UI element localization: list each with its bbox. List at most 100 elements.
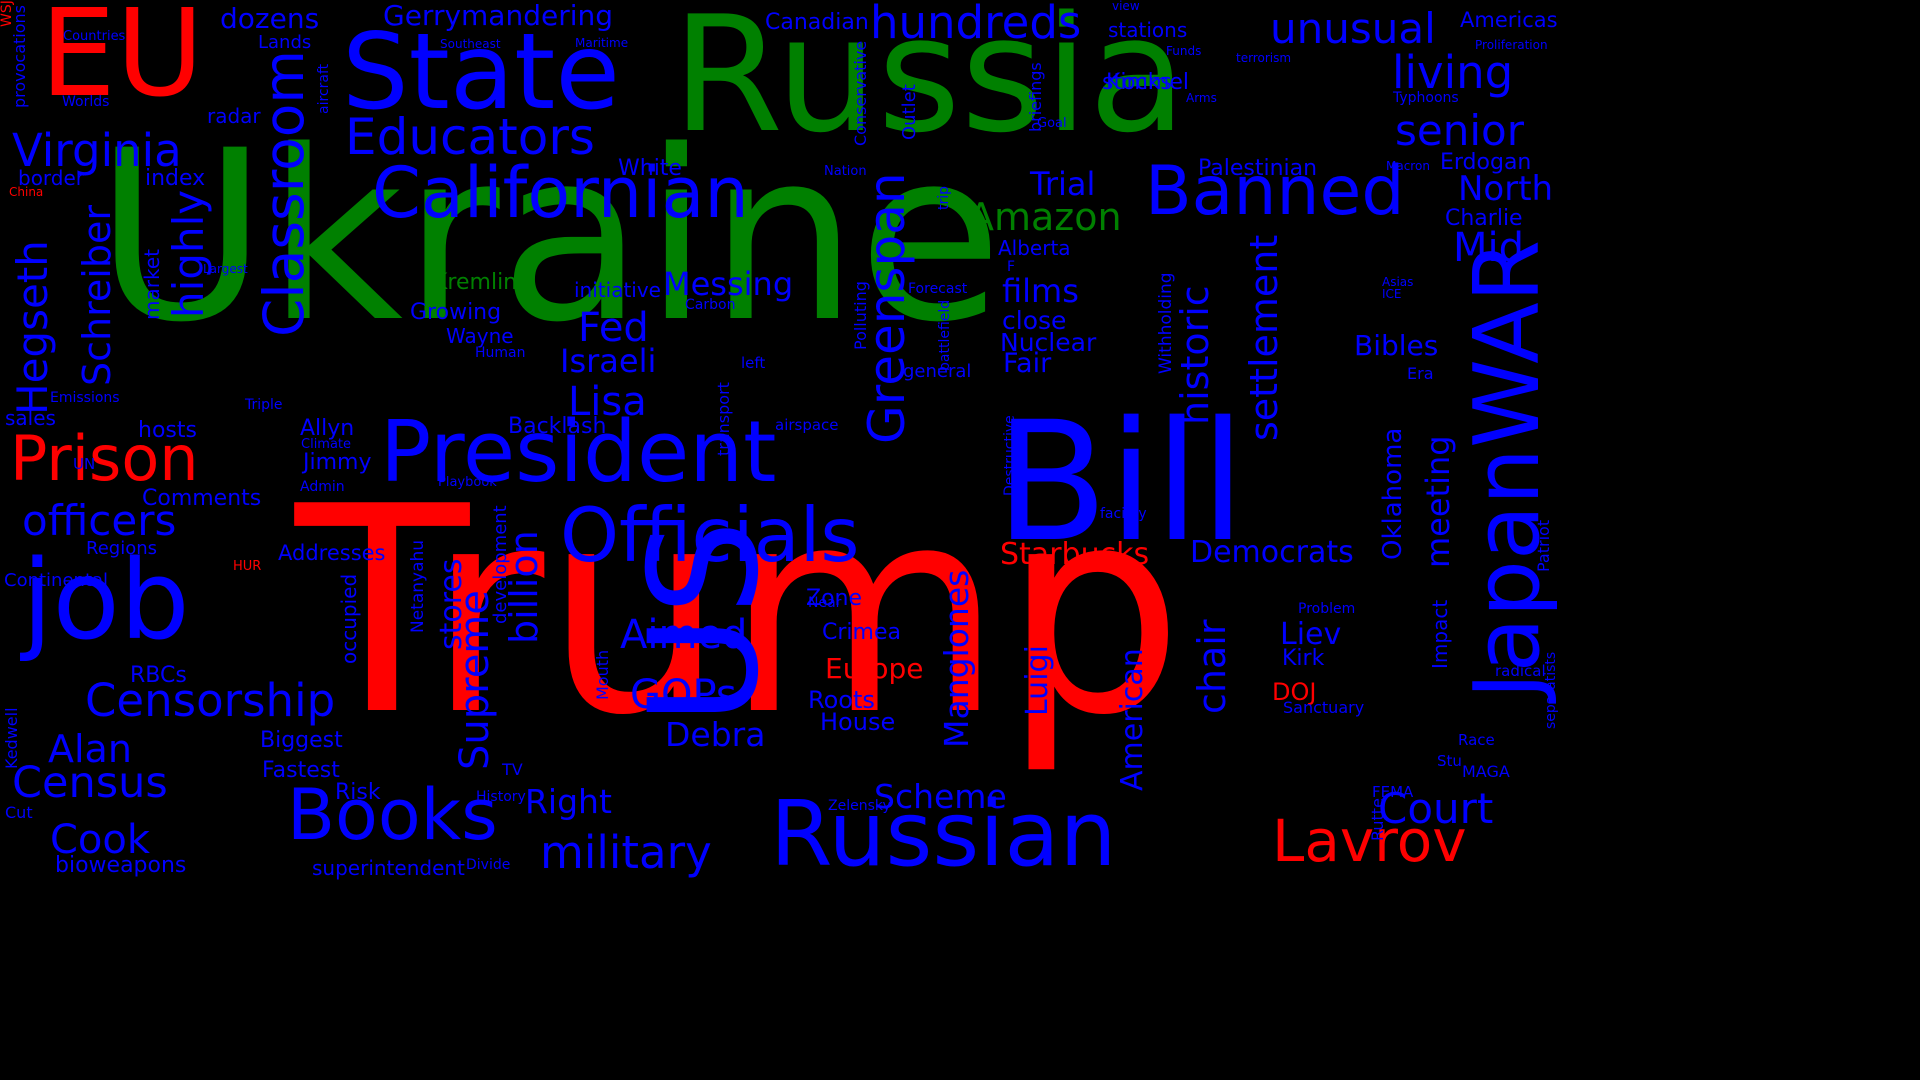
cloud-word-impact: Impact: [1428, 599, 1452, 669]
cloud-word-doj: DOJ: [1272, 678, 1317, 706]
cloud-word-countries: Countries: [63, 29, 126, 44]
cloud-word-jimmy: Jimmy: [303, 450, 372, 475]
cloud-word-amazon: Amazon: [968, 195, 1122, 239]
cloud-word-officers: officers: [22, 496, 177, 545]
cloud-word-macron: Macron: [1386, 159, 1430, 173]
cloud-word-educators: Educators: [345, 108, 595, 166]
cloud-word-typhoons: Typhoons: [1393, 90, 1459, 106]
cloud-word-withholding: Withholding: [1156, 272, 1176, 374]
cloud-word-manglones: Manglones: [937, 569, 976, 748]
cloud-word-history: History: [476, 789, 526, 805]
cloud-word-gops: GOPs: [630, 672, 737, 718]
cloud-word-lavrov: Lavrov: [1272, 807, 1467, 875]
cloud-word-tv: TV: [502, 760, 523, 779]
cloud-word-house: House: [820, 708, 896, 736]
cloud-word-climate: Climate: [301, 437, 352, 452]
cloud-word-senior: senior: [1395, 106, 1524, 155]
cloud-word-initiative: initiative: [574, 278, 661, 302]
cloud-word-americas: Americas: [1460, 8, 1558, 32]
cloud-word-hundreds: hundreds: [870, 0, 1082, 49]
cloud-word-separatists: separatists: [1543, 651, 1559, 729]
cloud-word-wayne: Wayne: [446, 324, 514, 348]
cloud-word-f: F: [1007, 259, 1016, 275]
cloud-word-aimed: Aimed: [620, 612, 748, 658]
cloud-word-trial: Trial: [1030, 165, 1096, 203]
cloud-word-comments: Comments: [142, 486, 262, 511]
cloud-word-polluting: Polluting: [851, 281, 870, 350]
cloud-word-dozens: dozens: [220, 2, 320, 35]
cloud-word-continental: Continental: [4, 570, 109, 591]
cloud-word-russia: Russia: [672, 0, 1187, 168]
cloud-word-left: left: [741, 354, 766, 372]
cloud-word-market: market: [140, 249, 164, 320]
cloud-word-kedwell: Kedwell: [2, 707, 21, 769]
cloud-word-scheme: Scheme: [874, 777, 1007, 816]
cloud-word-superintendent: superintendent: [312, 856, 465, 880]
cloud-word-sanctuary: Sanctuary: [1283, 698, 1365, 717]
cloud-word-growing: Growing: [410, 300, 502, 325]
cloud-word-patriot: Patriot: [1534, 519, 1553, 572]
cloud-word-largest: Largest: [203, 262, 248, 276]
cloud-word-ice: ICE: [1382, 287, 1402, 301]
cloud-word-trip: trip: [936, 185, 952, 210]
cloud-word-hur: HUR: [233, 559, 262, 574]
cloud-word-stations: stations: [1108, 18, 1188, 42]
cloud-word-goal: Goal: [1037, 116, 1067, 131]
cloud-word-era: Era: [1407, 364, 1434, 383]
cloud-word-censorship: Censorship: [85, 674, 336, 727]
cloud-word-development: development: [490, 505, 511, 624]
cloud-word-view: view: [1112, 0, 1140, 13]
cloud-word-close: close: [1002, 306, 1067, 335]
cloud-word-stocks: stocks: [1102, 70, 1172, 95]
cloud-word-hosts: hosts: [138, 418, 197, 443]
cloud-word-banned: Banned: [1145, 152, 1405, 231]
cloud-word-risk: Risk: [335, 780, 381, 805]
cloud-word-japanwar: JapanWAR: [1455, 239, 1560, 699]
cloud-word-facility: facility: [1100, 506, 1147, 522]
cloud-word-north: North: [1458, 169, 1554, 209]
cloud-word-border: border: [18, 166, 85, 190]
cloud-word-russian: Russian: [770, 782, 1117, 882]
cloud-word-bill: Bill: [995, 386, 1246, 578]
cloud-word-fair: Fair: [1003, 348, 1052, 379]
cloud-word-emissions: Emissions: [50, 390, 120, 406]
cloud-word-kimmel: Kimmel: [1106, 70, 1190, 95]
cloud-word-aircraft: aircraft: [316, 63, 332, 114]
cloud-word-human: Human: [475, 345, 526, 361]
cloud-word-triple: Triple: [245, 397, 283, 413]
cloud-word-job: job: [22, 536, 190, 664]
cloud-word-battlefield: battlefield: [937, 299, 953, 371]
cloud-word-lisa: Lisa: [568, 379, 647, 425]
cloud-word-problem: Problem: [1298, 601, 1356, 617]
cloud-word-admin: Admin: [300, 479, 345, 495]
cloud-word-state: State: [342, 11, 620, 133]
cloud-word-erdogan: Erdogan: [1440, 150, 1532, 175]
cloud-word-court: Court: [1378, 784, 1494, 833]
cloud-word-playbook: Playbook: [438, 475, 497, 490]
cloud-word-alan: Alan: [48, 727, 132, 771]
cloud-word-bibles: Bibles: [1354, 329, 1439, 362]
word-cloud: Ukraine Trump Russia EU Bill State job Russian P…: [0, 0, 1560, 882]
cloud-word-carbon: Carbon: [685, 297, 736, 313]
cloud-word-zelensky: Zelensky: [828, 798, 891, 814]
cloud-word-outlet: Outlet: [899, 84, 920, 140]
cloud-word-living: living: [1392, 46, 1514, 99]
cloud-word-charlie: Charlie: [1445, 206, 1523, 231]
cloud-word-conservative: Conservative: [851, 40, 870, 146]
cloud-word-mouth: Mouth: [593, 649, 612, 700]
cloud-word-president: President: [380, 403, 777, 502]
cloud-word-luigi: Luigi: [1020, 645, 1055, 716]
cloud-word-backlash: Backlash: [508, 414, 607, 439]
cloud-word-stores: stores: [434, 558, 469, 650]
cloud-word-cook: Cook: [50, 817, 151, 863]
cloud-word-southeast: Southeast: [440, 37, 501, 51]
cloud-word-forecast: Forecast: [908, 281, 968, 297]
cloud-word-kirk: Kirk: [1282, 646, 1325, 671]
cloud-word-lands: Lands: [258, 32, 312, 53]
cloud-word-cut: Cut: [5, 803, 33, 822]
cloud-word-american: American: [1115, 648, 1150, 791]
cloud-word-trump: Trump: [295, 446, 1184, 778]
cloud-word-mid: Mid: [1453, 225, 1525, 271]
cloud-word-regions: Regions: [86, 538, 157, 559]
cloud-word-classroom: Classroom: [252, 50, 316, 337]
